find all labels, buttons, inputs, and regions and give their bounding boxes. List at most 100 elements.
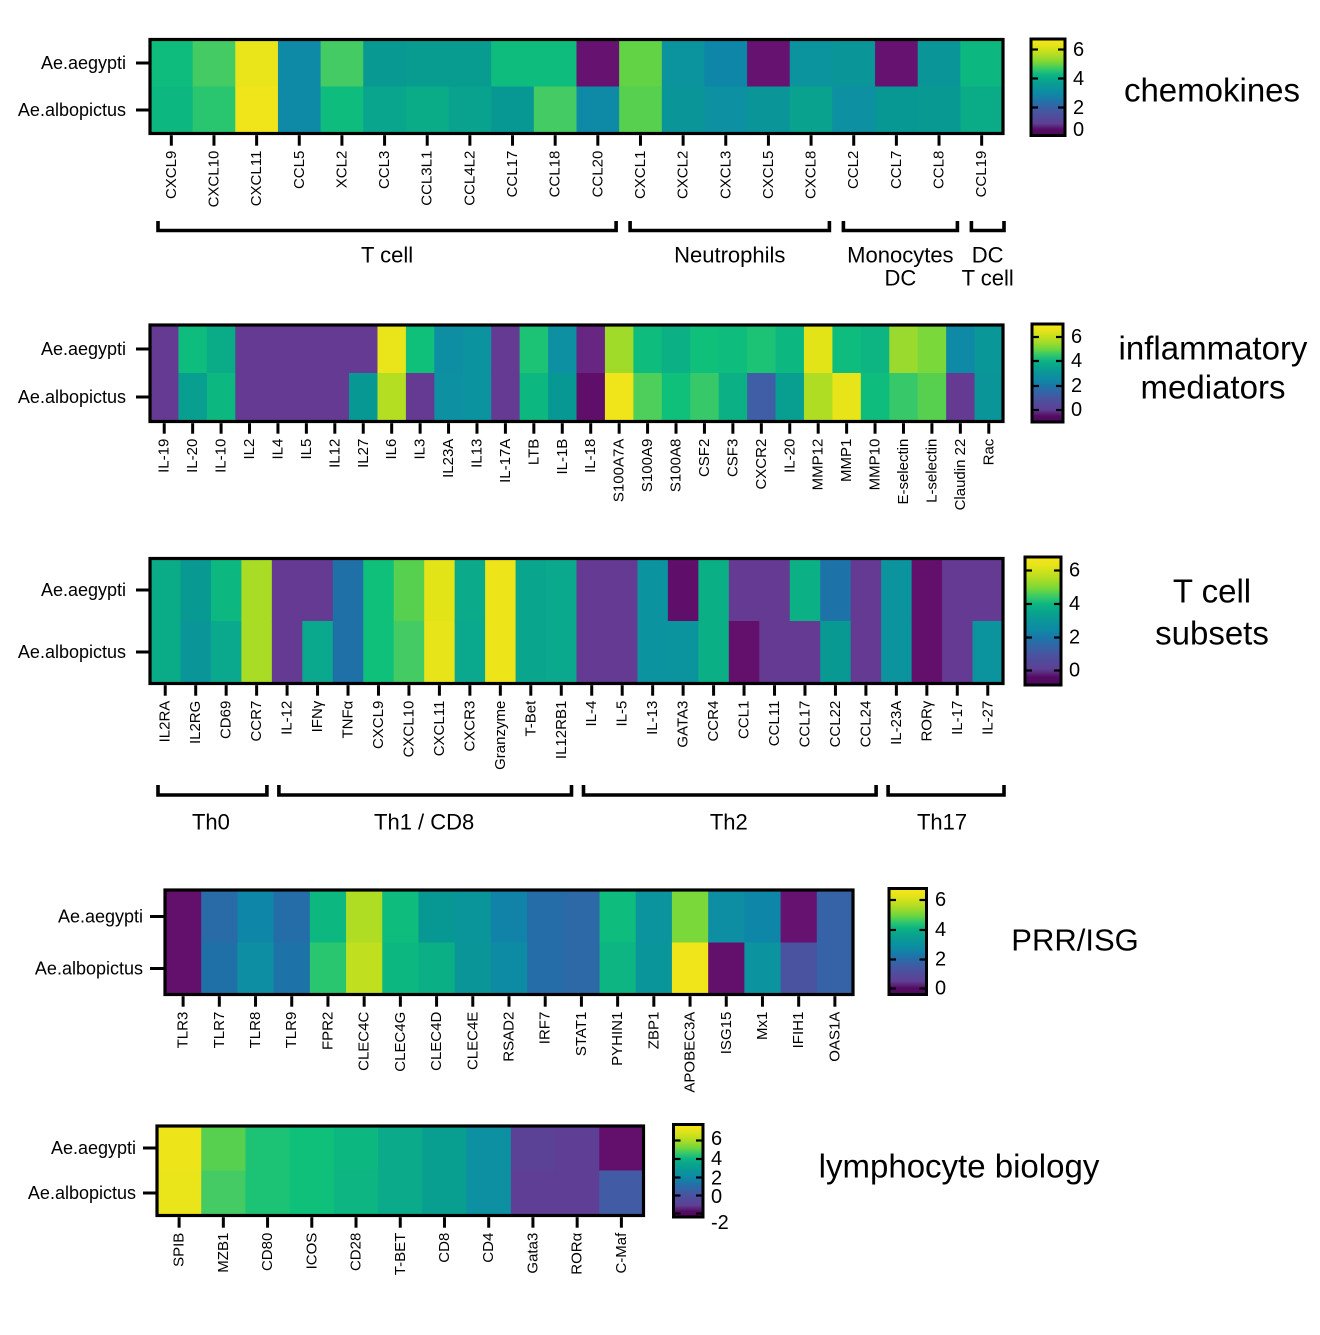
svg-text:IL3: IL3 <box>412 439 429 460</box>
svg-text:L-selectin: L-selectin <box>923 439 940 503</box>
svg-text:0: 0 <box>1071 399 1082 421</box>
svg-text:CXCL8: CXCL8 <box>803 151 820 199</box>
svg-text:IL13: IL13 <box>468 439 485 468</box>
svg-text:IL2RA: IL2RA <box>157 701 174 743</box>
svg-text:S100A7A: S100A7A <box>611 439 628 502</box>
svg-text:RSAD2: RSAD2 <box>501 1012 518 1062</box>
svg-text:4: 4 <box>1071 350 1082 372</box>
svg-text:ZBP1: ZBP1 <box>645 1012 662 1050</box>
svg-text:2: 2 <box>935 949 946 971</box>
svg-text:CLEC4E: CLEC4E <box>464 1012 481 1070</box>
svg-text:4: 4 <box>935 919 946 941</box>
svg-text:6: 6 <box>1069 560 1080 582</box>
svg-text:IL-17A: IL-17A <box>497 439 514 483</box>
svg-text:CSF2: CSF2 <box>696 439 713 477</box>
svg-text:TNFα: TNFα <box>340 700 357 738</box>
svg-text:CCL3: CCL3 <box>376 151 393 189</box>
svg-text:IL-27: IL-27 <box>979 701 996 735</box>
svg-text:CCL19: CCL19 <box>973 151 990 198</box>
svg-text:CCR7: CCR7 <box>248 701 265 742</box>
svg-text:2: 2 <box>1071 375 1082 397</box>
svg-text:MMP12: MMP12 <box>810 439 827 491</box>
svg-text:CLEC4D: CLEC4D <box>428 1012 445 1071</box>
svg-text:2: 2 <box>711 1168 722 1190</box>
svg-text:IL-20: IL-20 <box>184 439 201 473</box>
svg-text:CXCL5: CXCL5 <box>760 151 777 199</box>
svg-text:IL-20: IL-20 <box>781 439 798 473</box>
svg-text:lymphocyte biology: lymphocyte biology <box>819 1148 1100 1185</box>
svg-text:CXCL11: CXCL11 <box>248 151 265 207</box>
svg-text:CCL8: CCL8 <box>931 151 948 189</box>
svg-text:SPIB: SPIB <box>171 1233 188 1267</box>
svg-text:-2: -2 <box>711 1212 729 1234</box>
svg-text:IL-18: IL-18 <box>582 439 599 473</box>
svg-text:OAS1A: OAS1A <box>826 1012 843 1062</box>
svg-text:IFNγ: IFNγ <box>309 700 326 732</box>
svg-text:CD28: CD28 <box>348 1233 365 1271</box>
svg-text:TLR9: TLR9 <box>283 1012 300 1049</box>
svg-text:IL4: IL4 <box>269 439 286 460</box>
svg-text:0: 0 <box>1069 660 1080 682</box>
svg-text:Claudin 22: Claudin 22 <box>952 439 969 511</box>
svg-text:subsets: subsets <box>1155 615 1269 652</box>
svg-text:CXCL10: CXCL10 <box>400 701 417 758</box>
svg-text:Granzyme: Granzyme <box>492 701 509 770</box>
svg-text:CLEC4G: CLEC4G <box>392 1012 409 1072</box>
svg-text:6: 6 <box>1071 326 1082 348</box>
svg-text:IL-13: IL-13 <box>644 701 661 735</box>
svg-text:CCL18: CCL18 <box>547 151 564 198</box>
svg-text:GATA3: GATA3 <box>675 701 692 748</box>
svg-text:Ae.albopictus: Ae.albopictus <box>18 100 126 120</box>
svg-text:CXCR3: CXCR3 <box>461 701 478 752</box>
svg-text:Th1 / CD8: Th1 / CD8 <box>374 810 474 835</box>
svg-text:IL-5: IL-5 <box>614 701 631 727</box>
svg-text:IL-17: IL-17 <box>949 701 966 735</box>
svg-text:IL-19: IL-19 <box>156 439 173 473</box>
svg-text:6: 6 <box>711 1128 722 1150</box>
svg-text:T cell: T cell <box>1173 573 1251 610</box>
svg-text:CD80: CD80 <box>259 1233 276 1271</box>
svg-text:DC: DC <box>884 266 916 291</box>
svg-text:CXCL1: CXCL1 <box>632 151 649 199</box>
svg-text:chemokines: chemokines <box>1124 72 1300 109</box>
svg-text:CCL22: CCL22 <box>827 701 844 748</box>
svg-text:4: 4 <box>1073 68 1084 90</box>
svg-text:E-selectin: E-selectin <box>895 439 912 505</box>
svg-text:Th0: Th0 <box>192 810 230 835</box>
svg-text:STAT1: STAT1 <box>573 1012 590 1056</box>
svg-text:MMP1: MMP1 <box>838 439 855 482</box>
svg-text:mediators: mediators <box>1141 369 1286 406</box>
svg-text:Neutrophils: Neutrophils <box>674 243 785 268</box>
svg-text:IL-4: IL-4 <box>583 701 600 727</box>
svg-text:S100A8: S100A8 <box>668 439 685 492</box>
svg-text:Ae.aegypti: Ae.aegypti <box>41 53 126 73</box>
svg-text:Monocytes: Monocytes <box>847 243 953 268</box>
svg-text:CCL7: CCL7 <box>888 151 905 189</box>
svg-text:CCL17: CCL17 <box>504 151 521 198</box>
svg-text:CSF3: CSF3 <box>724 439 741 477</box>
svg-text:IL23A: IL23A <box>440 439 457 478</box>
svg-text:CCL5: CCL5 <box>291 151 308 189</box>
svg-text:IL-10: IL-10 <box>213 439 230 473</box>
svg-text:Ae.aegypti: Ae.aegypti <box>41 339 126 359</box>
svg-text:Ae.aegypti: Ae.aegypti <box>51 1138 136 1158</box>
svg-text:Ae.albopictus: Ae.albopictus <box>18 642 126 662</box>
svg-text:T-Bet: T-Bet <box>522 700 539 737</box>
svg-text:IL-23A: IL-23A <box>888 701 905 745</box>
svg-text:CXCL9: CXCL9 <box>370 701 387 749</box>
svg-text:ISG15: ISG15 <box>718 1012 735 1055</box>
svg-text:PRR/ISG: PRR/ISG <box>1011 923 1138 958</box>
svg-text:CXCR2: CXCR2 <box>753 439 770 490</box>
svg-text:S100A9: S100A9 <box>639 439 656 492</box>
svg-text:IL2: IL2 <box>241 439 258 460</box>
svg-text:IL12: IL12 <box>326 439 343 468</box>
svg-text:CCL24: CCL24 <box>857 701 874 748</box>
svg-text:6: 6 <box>935 889 946 911</box>
svg-text:RORγ: RORγ <box>918 700 935 741</box>
svg-text:CXCL2: CXCL2 <box>675 151 692 199</box>
svg-text:inflammatory: inflammatory <box>1119 330 1308 367</box>
svg-text:IL-1B: IL-1B <box>554 439 571 475</box>
svg-text:4: 4 <box>711 1148 722 1170</box>
svg-text:CCR4: CCR4 <box>705 701 722 742</box>
svg-text:IL5: IL5 <box>298 439 315 460</box>
